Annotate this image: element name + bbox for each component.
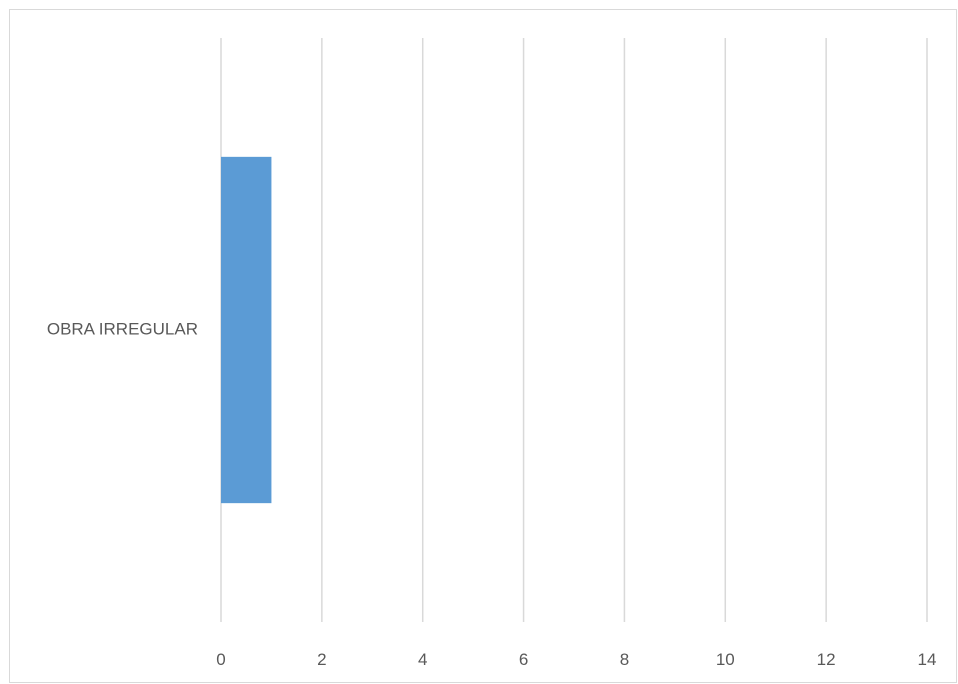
x-tick-label: 6 (519, 650, 528, 669)
category-label: OBRA IRREGULAR (47, 319, 198, 338)
x-tick-label: 10 (716, 650, 735, 669)
x-tick-label: 0 (216, 650, 225, 669)
bar-0 (221, 156, 272, 504)
y-axis-category-labels: OBRA IRREGULAR (47, 319, 198, 338)
x-tick-label: 2 (317, 650, 326, 669)
x-axis-tick-labels: 0 2 4 6 8 10 12 14 (216, 650, 936, 669)
x-tick-label: 4 (418, 650, 427, 669)
gridlines (220, 38, 928, 622)
x-tick-label: 8 (620, 650, 629, 669)
x-tick-label: 12 (817, 650, 836, 669)
chart-frame (9, 9, 957, 683)
bars (221, 156, 272, 504)
x-tick-label: 14 (918, 650, 937, 669)
